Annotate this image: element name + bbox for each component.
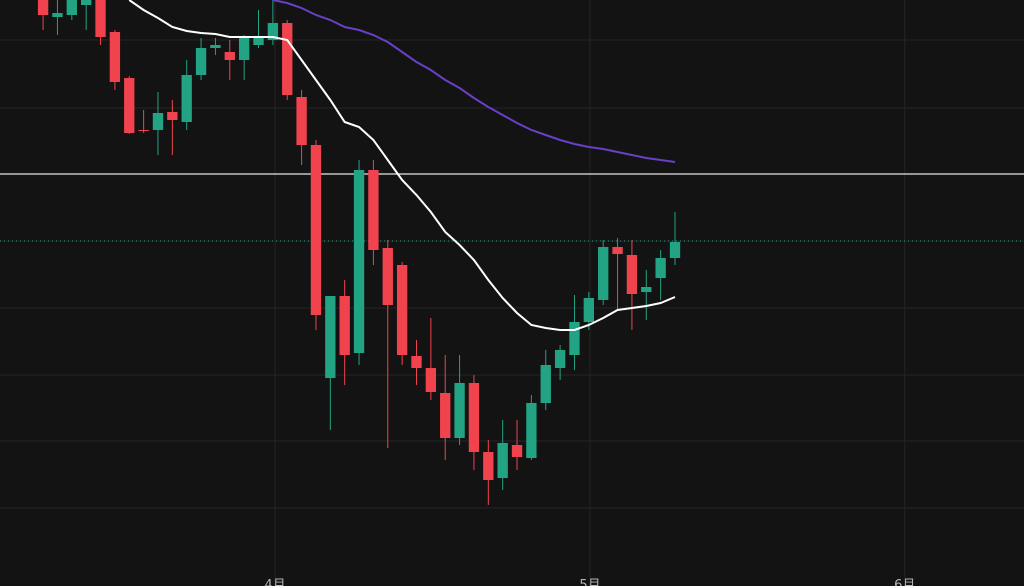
candle-body	[526, 403, 537, 458]
candle-body	[583, 298, 595, 322]
moving-average-line	[272, 0, 676, 163]
candle-body	[540, 365, 551, 403]
candle-body	[124, 78, 135, 133]
candle-body	[282, 23, 293, 95]
candle-body	[52, 13, 63, 17]
candle-body	[109, 32, 121, 82]
candle-body	[425, 368, 437, 392]
x-tick-label: 5月	[579, 578, 600, 586]
candle-body	[81, 0, 92, 5]
candle-body	[238, 38, 250, 60]
candle-body	[195, 48, 207, 75]
candle-body	[598, 247, 609, 300]
candle-body	[497, 443, 508, 478]
candle-body	[454, 383, 465, 438]
candle-body	[167, 112, 178, 120]
candle-body	[483, 452, 494, 480]
candle-body	[440, 393, 451, 438]
x-tick-label: 6月	[894, 578, 915, 586]
candle-body	[569, 322, 580, 355]
candle-body	[554, 350, 566, 368]
candle-body	[181, 75, 192, 122]
candle-body	[253, 38, 264, 45]
candle-body	[210, 45, 221, 48]
moving-average-line	[128, 0, 676, 331]
x-tick-label: 4月	[264, 578, 285, 586]
candle-body	[626, 255, 638, 294]
candle-body	[267, 23, 279, 40]
candle-body	[612, 247, 623, 254]
candle-body	[511, 445, 523, 457]
candle-body	[66, 0, 77, 15]
candle-body	[152, 113, 164, 130]
candle-body	[310, 145, 322, 315]
candle-body	[138, 130, 149, 131]
candle-body	[655, 258, 666, 278]
candle-body	[339, 296, 350, 355]
candle-body	[353, 170, 365, 353]
candle-body	[296, 97, 307, 145]
candle-body	[669, 242, 681, 258]
candle-body	[95, 0, 106, 37]
candle-body	[411, 356, 422, 368]
candle-body	[382, 248, 393, 305]
candle-body	[396, 265, 408, 355]
candle-body	[224, 52, 235, 60]
candle-body	[368, 170, 379, 250]
candle-body	[468, 383, 480, 452]
candle-body	[37, 0, 49, 15]
candle-body	[325, 296, 336, 378]
candle-body	[641, 287, 652, 292]
